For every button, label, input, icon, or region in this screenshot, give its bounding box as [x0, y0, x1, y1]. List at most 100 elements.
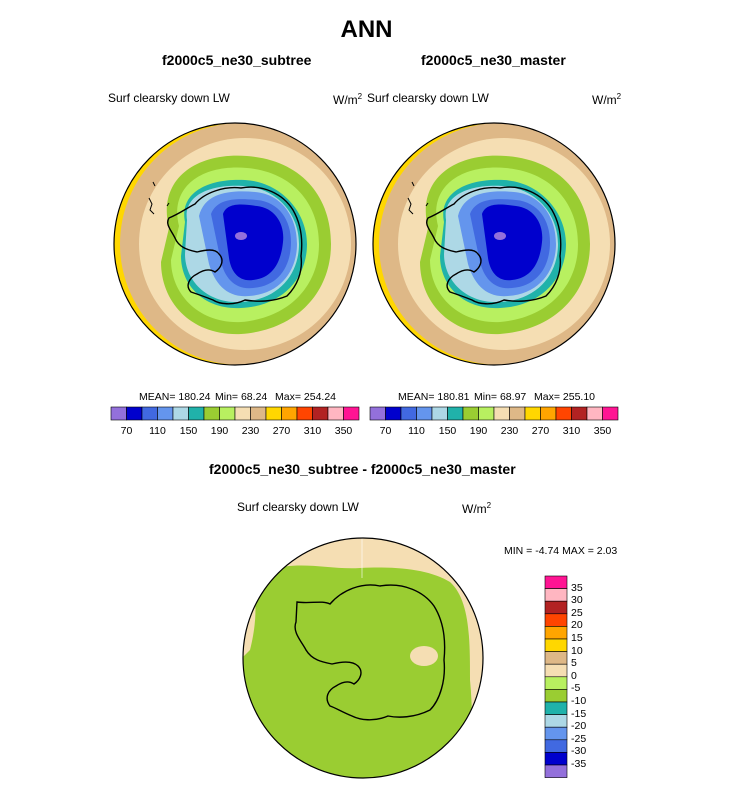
figure-title: ANN [340, 16, 393, 43]
colorbar-swatch [400, 406, 417, 421]
diff-colorbar-tick-label: -5 [571, 682, 581, 695]
diff-colorbar-tick-label: 10 [571, 644, 583, 657]
colorbar-swatch [265, 406, 282, 421]
colorbar-swatch [555, 406, 572, 421]
colorbar-tick-label: 310 [303, 425, 322, 437]
diff-colorbar-tick-label: 20 [571, 619, 583, 632]
colorbar-swatch [312, 406, 329, 421]
diff-colorbar-tick-label: -20 [571, 720, 587, 733]
colorbar-swatch [478, 406, 495, 421]
colorbar-swatch [172, 406, 189, 421]
diff-colorbar-tick-label: -10 [571, 695, 587, 707]
diff-colorbar-tick-label: -35 [571, 758, 587, 770]
colorbar-swatch [188, 406, 205, 421]
panel-1-units: W/m2 [333, 92, 363, 107]
colorbar-tick-label: 150 [438, 425, 457, 437]
colorbar-swatch [157, 406, 174, 421]
panel-1-min: Min= 68.24 [215, 391, 268, 403]
panel-2-units: W/m2 [592, 92, 622, 107]
diff-colorbar-tick-label: -30 [571, 745, 587, 758]
colorbar-swatch [416, 406, 433, 421]
diff-colorbar-swatch [544, 600, 568, 615]
colorbar-swatch [327, 406, 344, 421]
diff-variable: Surf clearsky down LW [237, 500, 359, 514]
diff-colorbar-tick-label: -15 [571, 707, 587, 720]
diff-colorbar-swatch [544, 638, 568, 652]
colorbar-swatch [431, 406, 448, 421]
diff-colorbar-swatch [544, 752, 568, 766]
panel-2-map [373, 123, 615, 365]
colorbar-tick-label: 110 [408, 425, 425, 437]
colorbar-swatch [509, 406, 526, 421]
colorbar-swatch [493, 406, 510, 421]
colorbar-tick-label: 70 [120, 425, 133, 437]
panel-2-variable: Surf clearsky down LW [367, 91, 489, 105]
colorbar-swatch [540, 406, 557, 421]
colorbar-tick-label: 190 [210, 425, 229, 437]
colorbar-tick-label: 270 [272, 425, 291, 437]
diff-colorbar-swatch [544, 626, 568, 640]
colorbar-swatch [447, 406, 464, 421]
diff-colorbar-tick-label: 30 [571, 594, 583, 607]
panel-2-min: Min= 68.97 [474, 391, 527, 403]
colorbar-tick-label: 150 [179, 425, 198, 437]
panel-1-max: Max= 254.24 [275, 391, 337, 403]
diff-colorbar-tick-label: 5 [571, 657, 577, 670]
colorbar-tick-label: 310 [562, 425, 581, 437]
panel-2-mean: MEAN= 180.81 [398, 391, 470, 403]
diff-map-border [242, 537, 484, 779]
diff-colorbar [544, 575, 568, 778]
panel-2-map-border [372, 122, 616, 366]
colorbar-swatch [203, 406, 220, 421]
colorbar-swatch [110, 406, 127, 421]
diff-colorbar-tick-label: 15 [571, 632, 583, 644]
colorbar-tick-label: 230 [241, 425, 260, 437]
colorbar-swatch [141, 406, 158, 421]
diff-colorbar-swatch [544, 726, 568, 741]
diff-units: W/m2 [462, 501, 492, 516]
colorbar-swatch [281, 406, 298, 421]
colorbar-tick-label: 350 [593, 425, 612, 437]
colorbar-swatch [586, 406, 603, 421]
colorbar-swatch [126, 406, 143, 421]
diff-colorbar-swatch [544, 651, 568, 665]
panel-1-map-border [113, 122, 357, 366]
colorbar-tick-label: 270 [531, 425, 550, 437]
colorbar-tick-label: 230 [500, 425, 519, 437]
colorbar-swatch [602, 406, 619, 421]
diff-colorbar-swatch [544, 701, 568, 715]
colorbar-swatch [524, 406, 541, 421]
colorbar-swatch [219, 406, 236, 421]
diff-map [243, 538, 483, 778]
diff-colorbar-tick-label: 25 [571, 606, 583, 619]
colorbar-swatch [462, 406, 479, 421]
diff-colorbar-tick-label: 0 [571, 669, 577, 682]
colorbar-swatch [296, 406, 313, 421]
diff-colorbar-tick-label: -25 [571, 732, 587, 745]
diff-colorbar-swatch [544, 588, 568, 602]
panel-2-max: Max= 255.10 [534, 391, 596, 403]
colorbar-tick-label: 70 [379, 425, 392, 437]
colorbar-swatch [369, 406, 386, 421]
diff-colorbar-swatch [544, 613, 568, 627]
diff-minmax: MIN = -4.74 MAX = 2.03 [504, 545, 618, 557]
diff-colorbar-swatch [544, 764, 568, 778]
colorbar-tick-label: 350 [334, 425, 353, 437]
colorbar-swatch [385, 406, 402, 421]
panel-1-mean: MEAN= 180.24 [139, 391, 211, 403]
colorbar-1 [110, 406, 360, 421]
diff-colorbar-tick-label: 35 [571, 581, 583, 594]
colorbar-swatch [571, 406, 588, 421]
colorbar-swatch [234, 406, 251, 421]
colorbar-tick-label: 190 [469, 425, 488, 437]
diff-colorbar-swatch [544, 714, 568, 728]
panel-1-variable: Surf clearsky down LW [108, 91, 230, 105]
diff-colorbar-swatch [544, 676, 568, 690]
diff-title: f2000c5_ne30_subtree - f2000c5_ne30_mast… [209, 461, 516, 477]
panel-1-title: f2000c5_ne30_subtree [162, 52, 312, 68]
colorbar-swatch [250, 406, 267, 421]
diff-colorbar-swatch [544, 739, 568, 753]
colorbar-tick-label: 110 [149, 425, 166, 437]
diff-colorbar-swatch [544, 689, 568, 703]
